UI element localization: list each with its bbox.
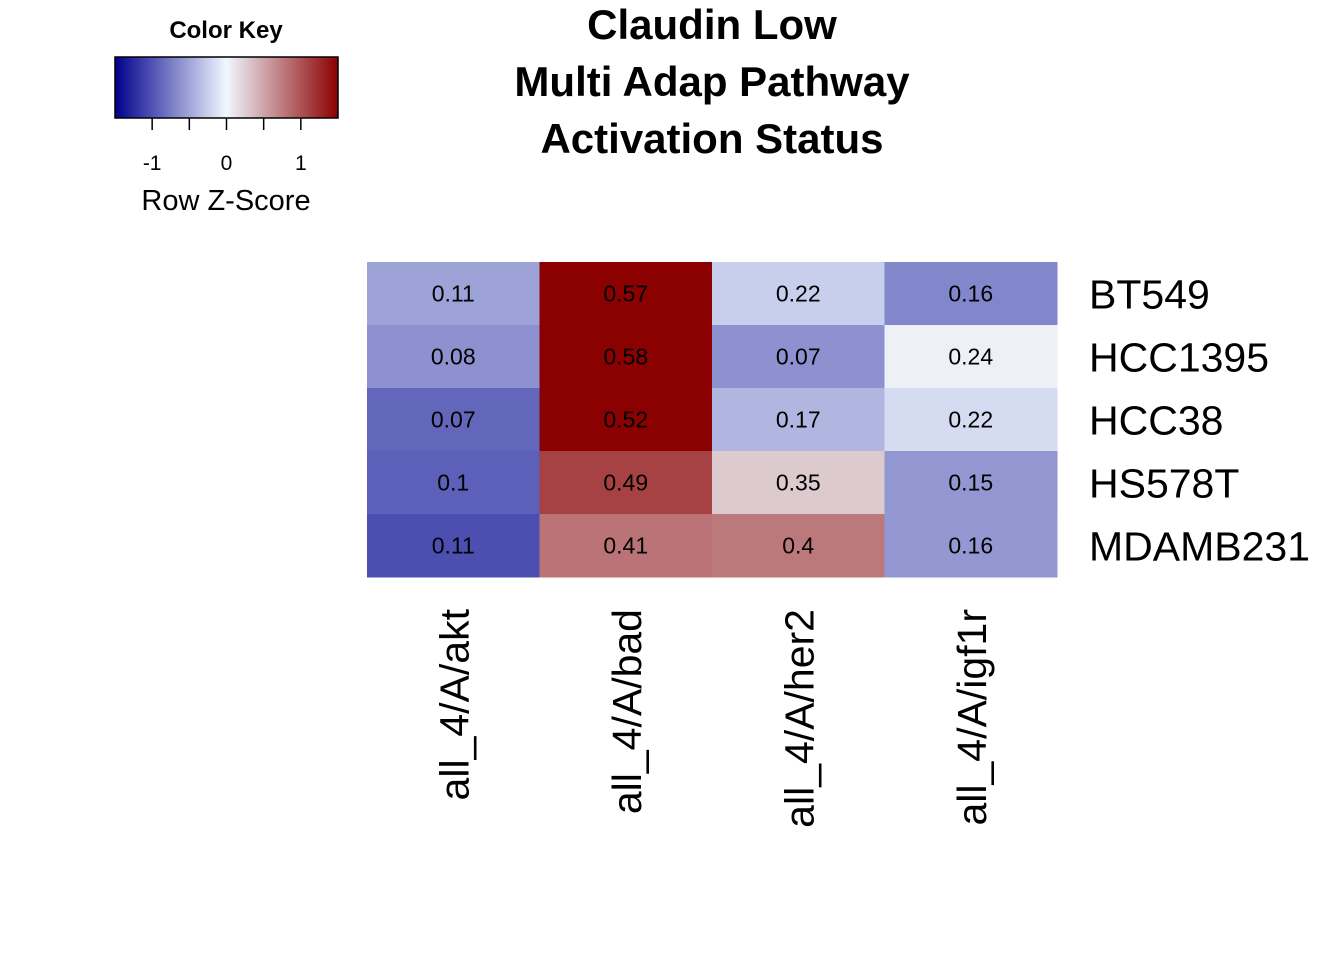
heatmap-cell [712, 451, 885, 515]
heatmap-cell [884, 325, 1058, 389]
title-line-2: Multi Adap Pathway [514, 58, 910, 105]
heatmap-cell [539, 388, 713, 452]
heatmap-cell-label: 0.16 [948, 281, 993, 307]
heatmap-cell [367, 451, 540, 515]
column-label: all_4/A/akt [431, 608, 477, 800]
color-key: Color Key -1 0 1 Row Z-Score [114, 17, 339, 217]
heatmap-cell-label: 0.15 [948, 470, 993, 496]
heatmap-cell-label: 0.35 [776, 470, 821, 496]
heatmap-cell [539, 262, 713, 326]
heatmap-cell [367, 325, 540, 389]
heatmap-cell-label: 0.11 [432, 533, 475, 559]
heatmap-cell-label: 0.11 [432, 281, 475, 307]
heatmap-cell-label: 0.08 [431, 344, 476, 370]
heatmap-cell-label: 0.49 [603, 470, 648, 496]
heatmap-cell [884, 451, 1058, 515]
color-key-tick-label: 1 [295, 152, 307, 175]
color-key-tick-label: -1 [143, 152, 162, 175]
column-label: all_4/A/igf1r [949, 609, 995, 826]
color-key-title: Color Key [169, 17, 283, 44]
heatmap-cell-labels: 0.11 0.57 0.22 0.16 0.08 0.58 0.07 0.24 0.07 0.52… [431, 281, 993, 559]
row-labels: BT549 HCC1395 HCC38 HS578T MDAMB231 [1089, 272, 1310, 570]
heatmap-cell [712, 388, 885, 452]
heatmap-cell-label: 0.41 [603, 533, 648, 559]
column-label: all_4/A/bad [604, 609, 650, 814]
heatmap-cell [884, 388, 1058, 452]
row-label: HCC38 [1089, 398, 1223, 444]
color-key-ticks: -1 0 1 [143, 118, 307, 175]
row-label: BT549 [1089, 272, 1210, 318]
heatmap-cell-label: 0.1 [437, 470, 469, 496]
heatmap-cell [712, 325, 885, 389]
heatmap-cell-label: 0.17 [776, 407, 821, 433]
color-key-bar [114, 56, 339, 119]
heatmap-cell-label: 0.24 [948, 344, 993, 370]
heatmap-cell-label: 0.07 [431, 407, 476, 433]
heatmap-cell [367, 262, 540, 326]
heatmap-cell [367, 388, 540, 452]
heatmap-cell [884, 262, 1058, 326]
title-line-3: Activation Status [540, 115, 883, 162]
heatmap-cell-label: 0.16 [948, 533, 993, 559]
heatmap-cell-label: 0.58 [603, 344, 648, 370]
heatmap-cell-label: 0.4 [782, 533, 814, 559]
heatmap-cell [539, 451, 713, 515]
heatmap-cell [539, 325, 713, 389]
row-label: MDAMB231 [1089, 524, 1310, 570]
row-label: HS578T [1089, 461, 1239, 507]
heatmap-cell [884, 514, 1058, 578]
heatmap-cell-label: 0.07 [776, 344, 821, 370]
heatmap-cell [367, 514, 540, 578]
column-labels: all_4/A/akt all_4/A/bad all_4/A/her2 all_4/… [431, 608, 995, 827]
row-label: HCC1395 [1089, 335, 1269, 381]
heatmap-cell [539, 514, 713, 578]
heatmap-cell [712, 514, 885, 578]
title-line-1: Claudin Low [587, 1, 837, 48]
heatmap-cell-label: 0.22 [776, 281, 821, 307]
heatmap-cell-label: 0.22 [948, 407, 993, 433]
heatmap-cell-label: 0.57 [603, 281, 648, 307]
heatmap-cell-label: 0.52 [603, 407, 648, 433]
column-label: all_4/A/her2 [776, 609, 822, 828]
heatmap-cells [367, 262, 1058, 578]
color-key-tick-label: 0 [221, 152, 233, 175]
color-key-label: Row Z-Score [141, 185, 310, 217]
heatmap-cell [712, 262, 885, 326]
chart-title: Claudin Low Multi Adap Pathway Activatio… [514, 1, 910, 162]
